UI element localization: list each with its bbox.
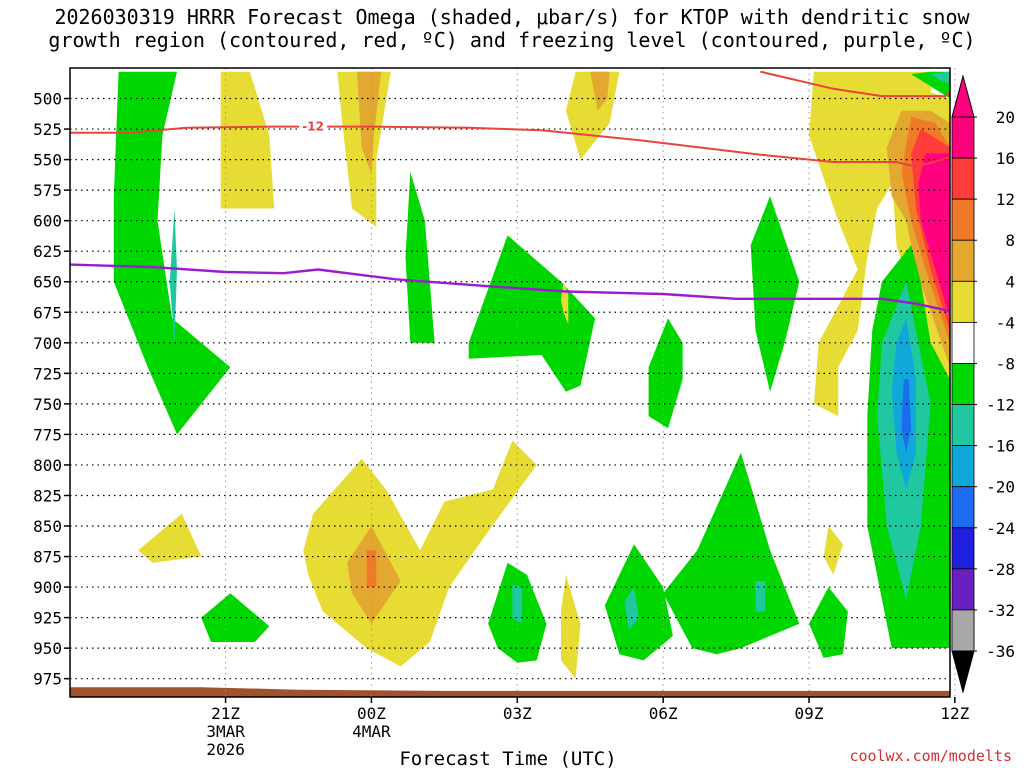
x-tick-label-3-0: 00Z <box>357 704 386 723</box>
colorbar-swatch-3 <box>951 239 975 282</box>
dgz-contour-1 <box>760 70 950 98</box>
y-tick-label-975: 975 <box>33 670 62 689</box>
dgz-contour-label: -12 <box>302 120 324 134</box>
colorbar-label-5: -4 <box>996 313 1015 332</box>
y-tick-label-675: 675 <box>33 303 62 322</box>
omega-region-0 <box>113 71 231 435</box>
colorbar-label-6: -8 <box>996 354 1015 373</box>
colorbar-label-3: 8 <box>1005 231 1015 250</box>
omega-region-1 <box>169 208 177 343</box>
y-tick-label-775: 775 <box>33 425 62 444</box>
y-tick-label-525: 525 <box>33 120 62 139</box>
colorbar-swatch-10 <box>951 527 975 570</box>
colorbar-swatch-4 <box>951 280 975 323</box>
y-tick-label-875: 875 <box>33 548 62 567</box>
colorbar-swatch-gray <box>951 609 975 652</box>
omega-region-2 <box>220 71 275 209</box>
colorbar-label-13: -36 <box>986 642 1015 661</box>
omega-region-23 <box>901 379 912 453</box>
colorbar-swatch-7 <box>951 404 975 447</box>
y-tick-label-950: 950 <box>33 639 62 658</box>
colorbar-label-2: 12 <box>996 190 1015 209</box>
chart-title: 2026030319 HRRR Forecast Omega (shaded, … <box>0 6 1024 52</box>
omega-region-35 <box>663 452 800 655</box>
colorbar-swatch-11 <box>951 568 975 611</box>
omega-region-9 <box>648 318 683 429</box>
colorbar-label-1: 16 <box>996 149 1015 168</box>
colorbar-bottom-arrow <box>951 650 975 694</box>
y-tick-label-925: 925 <box>33 609 62 628</box>
credit-link[interactable]: coolwx.com/modelts <box>849 747 1012 765</box>
y-tick-label-725: 725 <box>33 364 62 383</box>
y-tick-label-850: 850 <box>33 517 62 536</box>
x-tick-label-9-0: 06Z <box>649 704 678 723</box>
omega-region-37 <box>809 587 848 658</box>
title-line-1: 2026030319 HRRR Forecast Omega (shaded, … <box>54 5 970 29</box>
dgz-label-bg <box>299 119 328 134</box>
plot-frame <box>69 67 951 698</box>
y-tick-label-650: 650 <box>33 273 62 292</box>
y-tick-label-750: 750 <box>33 395 62 414</box>
omega-region-36 <box>755 581 766 612</box>
x-tick-label-15-0: 12Z <box>940 704 969 723</box>
y-tick-label-600: 600 <box>33 212 62 231</box>
omega-region-24 <box>138 513 202 563</box>
x-tick-label-0-1: 3MAR <box>206 722 245 741</box>
x-tick-label-6-0: 03Z <box>503 704 532 723</box>
y-tick-label-550: 550 <box>33 151 62 170</box>
y-tick-label-500: 500 <box>33 90 62 109</box>
colorbar-label-12: -32 <box>986 601 1015 620</box>
omega-region-7 <box>405 171 435 343</box>
colorbar-swatch-2 <box>951 198 975 241</box>
colorbar-label-9: -20 <box>986 478 1015 497</box>
colorbar-label-7: -12 <box>986 396 1015 415</box>
axes: 500 525 550 575 600 625 650 675 700 725 750 775 800 8… <box>33 67 970 759</box>
omega-region-6 <box>590 71 610 111</box>
dgz-contour-0 <box>70 125 950 168</box>
x-tick-label-3-1: 4MAR <box>352 722 391 741</box>
colorbar-swatch-6 <box>951 363 975 405</box>
shaded-layer <box>70 71 950 697</box>
y-tick-label-575: 575 <box>33 181 62 200</box>
omega-region-8 <box>468 235 596 392</box>
colorbar-swatch-5 <box>951 321 975 364</box>
colorbar-label-10: -24 <box>986 519 1015 538</box>
omega-region-33 <box>604 544 673 661</box>
contour-layer: -12 <box>70 70 950 313</box>
colorbar-swatch-0 <box>951 116 975 159</box>
omega-region-19 <box>930 71 950 84</box>
colorbar: 20 16 12 8 4 -4 -8 -12 -16 -20 -24 -28 -32 -36 <box>951 74 1015 694</box>
omega-region-29 <box>823 526 843 575</box>
x-axis-label: Forecast Time (UTC) <box>399 748 616 768</box>
omega-region-17 <box>918 153 950 319</box>
colorbar-label-11: -28 <box>986 560 1015 579</box>
colorbar-label-0: 20 <box>996 108 1015 127</box>
plot-area: -12 <box>70 68 956 697</box>
title-line-2: growth region (contoured, red, ºC) and f… <box>48 28 976 52</box>
y-tick-label-625: 625 <box>33 242 62 261</box>
colorbar-swatch-1 <box>951 157 975 200</box>
omega-region-5 <box>565 71 620 160</box>
ground-terrain <box>70 687 950 697</box>
omega-region-10 <box>750 196 800 392</box>
omega-region-4 <box>356 71 382 175</box>
x-tick-label-0-2: 2026 <box>206 740 245 759</box>
colorbar-swatch-8 <box>951 445 975 488</box>
colorbar-swatch-9 <box>951 486 975 529</box>
y-tick-label-825: 825 <box>33 486 62 505</box>
colorbar-label-4: 4 <box>1005 272 1015 291</box>
colorbar-label-8: -16 <box>986 437 1015 456</box>
omega-region-28 <box>561 574 581 679</box>
x-tick-label-0-0: 21Z <box>211 704 240 723</box>
y-tick-label-700: 700 <box>33 334 62 353</box>
y-tick-label-900: 900 <box>33 578 62 597</box>
freezing-level-contour <box>70 263 950 313</box>
omega-region-32 <box>512 584 523 624</box>
omega-region-34 <box>624 587 639 630</box>
y-tick-label-800: 800 <box>33 456 62 475</box>
omega-region-25 <box>303 440 537 667</box>
x-tick-label-12-0: 09Z <box>795 704 824 723</box>
